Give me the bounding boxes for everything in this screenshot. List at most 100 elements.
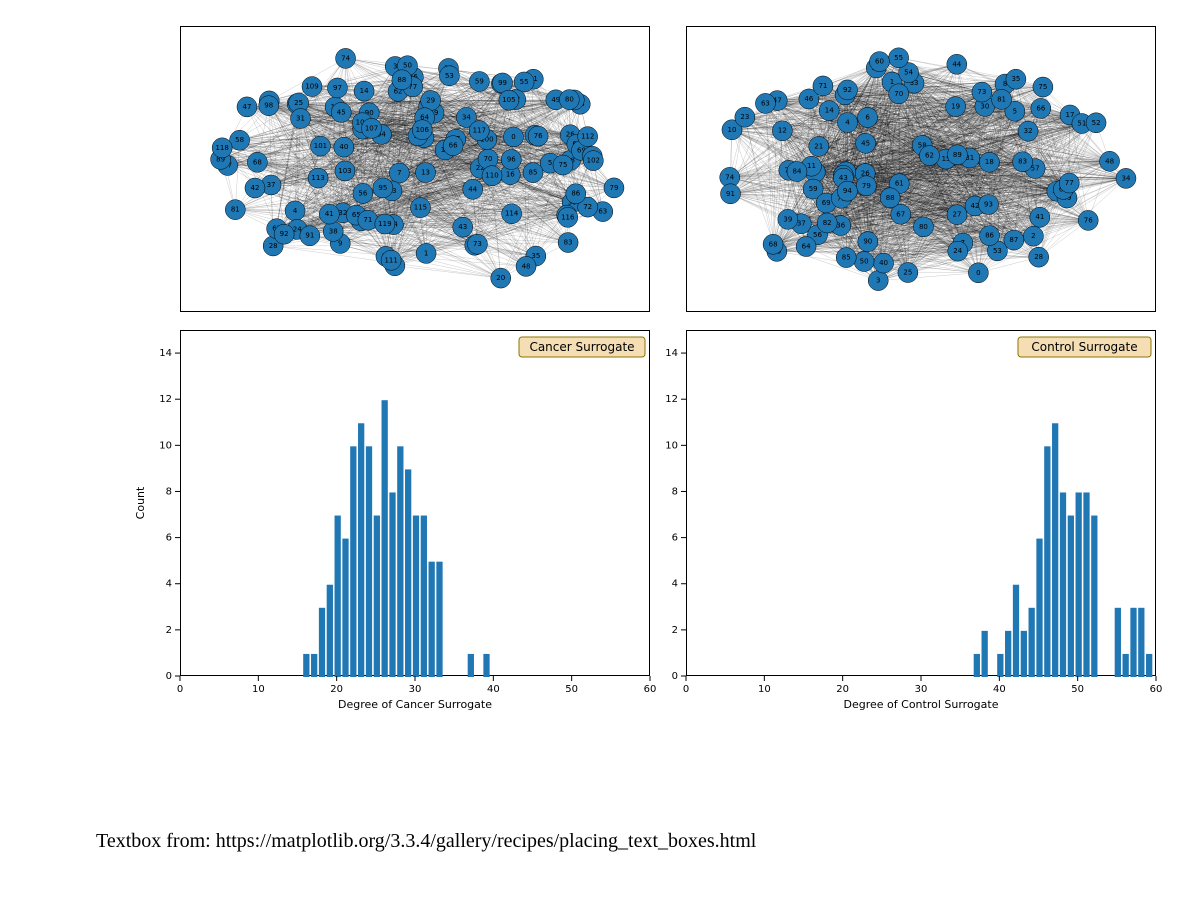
node-label: 55 <box>520 78 529 86</box>
network-control-panel: 0123456789101112131415161718192021222324… <box>686 26 1156 312</box>
node-label: 39 <box>783 215 792 223</box>
network-cancer-svg: 0123456789101112131415161718192021222324… <box>181 27 651 313</box>
node-label: 114 <box>505 210 519 218</box>
node-label: 35 <box>1011 75 1020 83</box>
node-label: 119 <box>378 220 391 228</box>
node-label: 64 <box>802 243 811 251</box>
node-label: 103 <box>338 167 351 175</box>
node-label: 19 <box>951 103 960 111</box>
node-label: 75 <box>1038 83 1047 91</box>
node-label: 80 <box>919 223 928 231</box>
node-label: 42 <box>251 184 260 192</box>
node-label: 18 <box>985 158 994 166</box>
node-label: 111 <box>384 256 397 264</box>
node-label: 107 <box>365 124 378 132</box>
node-label: 105 <box>502 96 515 104</box>
node-label: 34 <box>462 113 471 121</box>
node-label: 116 <box>561 213 575 221</box>
node-label: 109 <box>305 83 318 91</box>
node-label: 47 <box>243 103 252 111</box>
node-label: 88 <box>397 76 406 84</box>
node-label: 74 <box>725 173 734 181</box>
node-label: 44 <box>468 185 477 193</box>
node-label: 73 <box>977 88 986 96</box>
node-label: 94 <box>843 187 852 195</box>
y-tick-label: 12 <box>159 394 172 405</box>
node-label: 74 <box>341 54 350 62</box>
x-tick-label: 0 <box>683 684 689 695</box>
y-axis-label: Count <box>134 486 147 519</box>
node-label: 66 <box>1036 104 1045 112</box>
y-tick-label: 8 <box>672 486 678 497</box>
x-tick-label: 0 <box>177 684 183 695</box>
node-label: 70 <box>894 90 903 98</box>
node-label: 38 <box>329 227 338 235</box>
node-label: 42 <box>971 202 980 210</box>
node-label: 76 <box>1084 216 1093 224</box>
node-label: 56 <box>358 189 367 197</box>
node-label: 3 <box>876 277 880 285</box>
x-tick-label: 40 <box>993 684 1006 695</box>
node-label: 21 <box>814 142 823 150</box>
x-tick-label: 10 <box>758 684 771 695</box>
network-cancer-panel: 0123456789101112131415161718192021222324… <box>180 26 650 312</box>
node-label: 70 <box>484 155 493 163</box>
node-label: 31 <box>296 115 305 123</box>
node-label: 91 <box>305 232 314 240</box>
y-tick-label: 0 <box>166 671 172 682</box>
node-label: 59 <box>475 77 484 85</box>
node-label: 76 <box>534 132 543 140</box>
x-tick-label: 50 <box>1071 684 1084 695</box>
footer-caption: Textbox from: https://matplotlib.org/3.3… <box>96 830 756 853</box>
node-label: 9 <box>338 239 342 247</box>
node-label: 83 <box>564 239 573 247</box>
node-label: 50 <box>860 258 869 266</box>
node-label: 91 <box>726 190 735 198</box>
node-label: 77 <box>1065 179 1074 187</box>
node-label: 89 <box>953 151 962 159</box>
node-label: 118 <box>215 144 228 152</box>
node-label: 16 <box>506 171 515 179</box>
node-label: 53 <box>445 72 454 80</box>
node-label: 71 <box>818 82 827 90</box>
node-label: 27 <box>953 211 962 219</box>
node-label: 79 <box>609 184 618 192</box>
node-label: 34 <box>1122 174 1131 182</box>
node-label: 95 <box>378 184 387 192</box>
node-label: 92 <box>843 86 852 94</box>
node-label: 37 <box>267 181 276 189</box>
node-label: 1 <box>890 78 894 86</box>
network-control-svg: 0123456789101112131415161718192021222324… <box>687 27 1157 313</box>
node-label: 97 <box>333 84 342 92</box>
node-label: 98 <box>264 102 273 110</box>
node-label: 93 <box>984 201 993 209</box>
y-tick-label: 14 <box>665 348 678 359</box>
node-label: 66 <box>449 142 458 150</box>
node-label: 14 <box>360 87 369 95</box>
x-tick-label: 20 <box>330 684 343 695</box>
node-label: 117 <box>473 127 486 135</box>
node-label: 4 <box>293 207 298 215</box>
node-label: 46 <box>804 95 813 103</box>
node-label: 110 <box>485 172 498 180</box>
node-label: 82 <box>823 219 832 227</box>
node-label: 32 <box>1024 127 1033 135</box>
node-label: 61 <box>895 180 904 188</box>
node-label: 48 <box>1105 157 1114 165</box>
y-tick-label: 8 <box>166 486 172 497</box>
node-label: 56 <box>813 231 822 239</box>
node-label: 41 <box>325 210 334 218</box>
y-tick-label: 6 <box>166 533 172 544</box>
node-label: 28 <box>269 242 278 250</box>
node-label: 37 <box>797 220 806 228</box>
y-tick-label: 2 <box>166 625 172 636</box>
node-label: 24 <box>953 247 962 255</box>
node-label: 58 <box>235 136 244 144</box>
node-label: 51 <box>1077 120 1086 128</box>
node-label: 69 <box>822 199 831 207</box>
x-tick-label: 30 <box>915 684 928 695</box>
node-label: 62 <box>925 152 934 160</box>
node-label: 86 <box>985 232 994 240</box>
node-label: 67 <box>896 210 905 218</box>
node-label: 80 <box>565 96 574 104</box>
